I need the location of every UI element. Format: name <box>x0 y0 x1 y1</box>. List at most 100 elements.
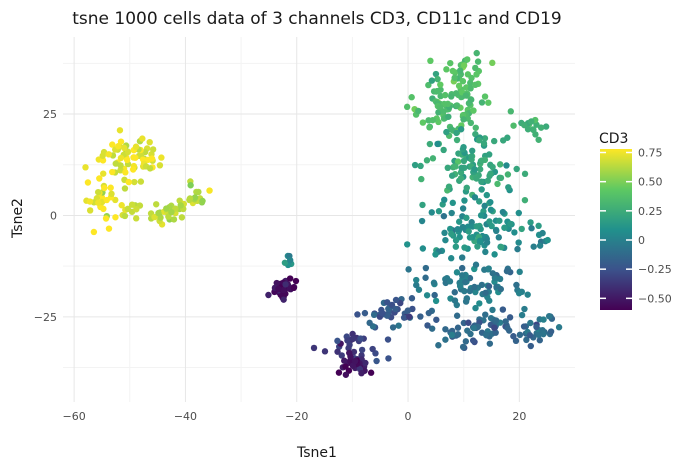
data-point <box>123 156 131 164</box>
data-point <box>191 194 199 201</box>
data-point <box>498 243 505 251</box>
data-point <box>526 332 534 339</box>
data-point <box>425 309 433 317</box>
data-point <box>122 169 129 176</box>
data-point <box>452 90 460 97</box>
data-point <box>441 91 449 99</box>
data-point <box>481 93 489 100</box>
data-point <box>117 154 125 162</box>
data-point <box>471 166 478 173</box>
data-point <box>484 177 492 184</box>
data-point <box>477 212 485 219</box>
data-point <box>473 71 480 78</box>
x-tick-label: −60 <box>63 410 86 423</box>
data-point <box>467 119 475 127</box>
data-point <box>120 144 128 152</box>
data-point <box>448 209 455 217</box>
data-point <box>471 194 479 201</box>
colorbar-tick-label: −0.50 <box>638 292 672 305</box>
data-point <box>455 82 463 90</box>
data-point <box>357 335 364 342</box>
data-point <box>486 151 493 158</box>
data-point <box>280 296 287 303</box>
data-point <box>518 225 525 233</box>
data-point <box>321 348 329 355</box>
data-point <box>478 186 485 193</box>
data-point <box>483 191 491 199</box>
data-point <box>338 352 345 359</box>
data-point <box>286 275 294 282</box>
data-point <box>358 346 366 354</box>
y-tick-label: −25 <box>34 311 57 324</box>
data-point <box>404 307 412 314</box>
data-point <box>132 215 140 222</box>
data-point <box>206 187 213 194</box>
legend-title: CD3 <box>599 131 628 147</box>
data-point <box>384 312 391 319</box>
data-point <box>513 165 520 173</box>
data-point <box>536 242 544 249</box>
colorbar-ticks: 0.75 0.50 0.25 0 −0.25 −0.50 <box>600 147 672 305</box>
data-point <box>460 319 468 327</box>
data-points <box>82 49 563 378</box>
data-point <box>384 336 392 343</box>
data-point <box>445 183 453 190</box>
data-point <box>112 160 119 167</box>
data-point <box>486 218 493 225</box>
data-point <box>379 310 386 317</box>
data-point <box>447 59 454 67</box>
data-point <box>335 369 343 376</box>
data-point <box>495 234 502 241</box>
data-point <box>446 278 454 285</box>
data-point <box>458 164 465 172</box>
data-point <box>478 99 486 106</box>
data-point <box>458 264 466 272</box>
data-point <box>460 116 467 123</box>
data-point <box>540 316 547 323</box>
data-point <box>419 119 427 126</box>
data-point <box>465 228 472 235</box>
data-point <box>516 331 524 339</box>
data-point <box>469 147 476 154</box>
data-point <box>417 313 424 320</box>
colorbar-tick-label: −0.25 <box>638 263 672 276</box>
data-point <box>515 289 523 297</box>
data-point <box>468 74 475 82</box>
data-point <box>460 157 468 165</box>
colorbar-tick-label: 0.50 <box>638 176 663 189</box>
data-point <box>275 285 282 293</box>
data-point <box>503 162 510 169</box>
data-point <box>476 237 484 245</box>
data-point <box>153 201 160 208</box>
data-point <box>146 138 153 146</box>
data-point <box>524 126 532 133</box>
colorbar-tick-label: 0.75 <box>638 147 663 160</box>
data-point <box>109 168 116 176</box>
data-point <box>468 96 475 103</box>
data-point <box>124 148 132 156</box>
data-point <box>464 56 471 63</box>
data-point <box>435 342 442 349</box>
data-point <box>485 265 492 272</box>
data-point <box>521 121 528 129</box>
data-point <box>109 141 116 148</box>
y-tick-label: 0 <box>50 209 57 222</box>
data-point <box>523 336 530 344</box>
data-point <box>419 201 426 209</box>
data-point <box>449 199 457 207</box>
data-point <box>158 154 165 161</box>
data-point <box>82 164 89 171</box>
data-point <box>366 319 373 327</box>
data-point <box>493 227 500 235</box>
data-point <box>448 331 456 339</box>
data-point <box>481 135 489 142</box>
data-point <box>504 171 512 178</box>
data-point <box>121 212 129 220</box>
data-point <box>474 243 481 250</box>
data-point <box>510 333 517 340</box>
data-point <box>460 143 467 151</box>
data-point <box>117 162 124 169</box>
data-point <box>457 67 464 74</box>
data-point <box>461 287 468 295</box>
